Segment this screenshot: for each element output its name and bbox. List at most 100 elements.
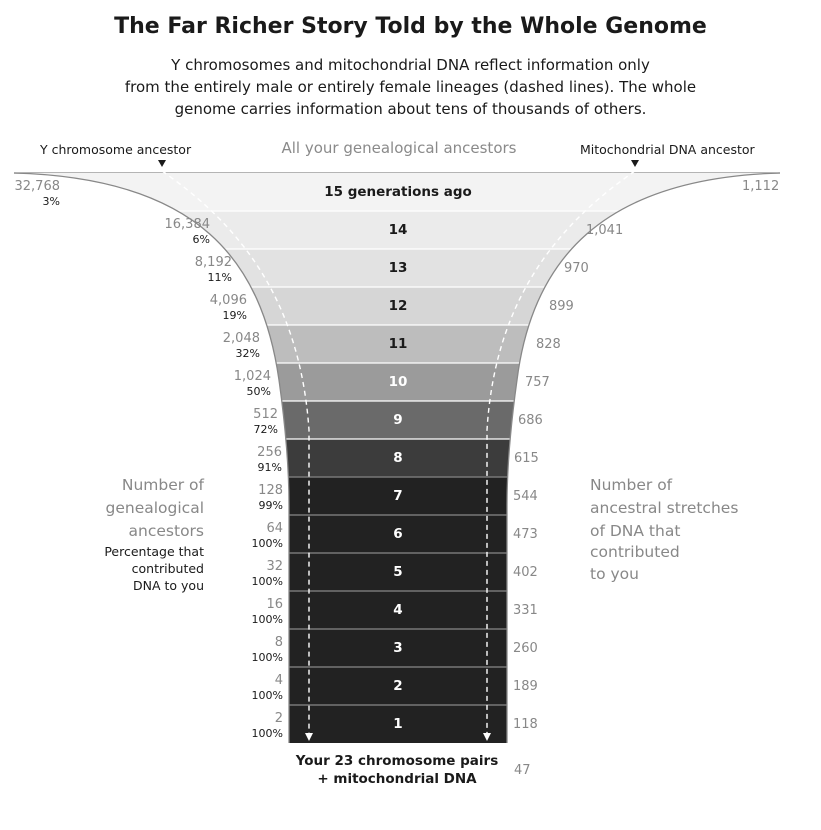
contribution-percent: 32% — [236, 347, 260, 360]
dna-stretch-count: 1,112 — [742, 179, 779, 194]
contribution-percent: 91% — [258, 461, 282, 474]
generation-label: 9 — [393, 412, 402, 428]
generation-label: 8 — [393, 450, 402, 466]
your-genome-label-1: Your 23 chromosome pairs — [295, 753, 498, 769]
dna-stretch-count: 615 — [514, 451, 539, 466]
ancestor-count: 4,096 — [210, 293, 247, 308]
ancestor-count: 1,024 — [234, 369, 271, 384]
ancestor-count: 2,048 — [223, 331, 260, 346]
y-ancestor-marker-icon — [158, 160, 166, 167]
mt-ancestor-marker-icon — [631, 160, 639, 167]
y-chromosome-ancestor-label: Y chromosome ancestor — [39, 142, 192, 157]
mt-lineage-dash — [486, 170, 636, 734]
ancestor-count: 32,768 — [15, 179, 61, 194]
contribution-percent: 100% — [252, 651, 283, 664]
ancestor-count: 128 — [258, 483, 283, 498]
ancestor-count-legend-2: genealogical — [106, 499, 205, 517]
contribution-percent: 72% — [254, 423, 278, 436]
dna-stretch-count: 899 — [549, 299, 574, 314]
your-genome-label-2: + mitochondrial DNA — [317, 771, 477, 787]
page-title: The Far Richer Story Told by the Whole G… — [114, 14, 707, 39]
contribution-percent: 100% — [252, 537, 283, 550]
contribution-percent: 6% — [193, 233, 210, 246]
ancestor-count-legend-1: Number of — [122, 476, 205, 494]
dna-stretch-count: 473 — [513, 527, 538, 542]
contribution-percent: 100% — [252, 727, 283, 740]
funnel-right-outline — [506, 172, 781, 743]
generation-label: 1 — [393, 716, 402, 732]
dna-stretch-count: 331 — [513, 603, 538, 618]
generation-band — [14, 211, 780, 249]
contribution-percent: 11% — [208, 271, 232, 284]
funnel-left-outline — [13, 172, 290, 743]
contribution-percent: 100% — [252, 689, 283, 702]
stretches-legend-1: Number of — [590, 476, 673, 494]
generation-band — [14, 363, 780, 401]
generation-band — [14, 401, 780, 439]
subtitle-line-2: from the entirely male or entirely femal… — [124, 78, 697, 96]
stretches-legend-3: of DNA that — [590, 522, 680, 540]
dna-stretch-count: 544 — [513, 489, 538, 504]
generation-label: 11 — [389, 336, 408, 352]
contribution-percent: 100% — [252, 575, 283, 588]
generation-band — [14, 705, 780, 743]
your-genome-stretches: 47 — [514, 763, 531, 778]
generation-label: 12 — [389, 298, 408, 314]
pct-legend-2: contributed — [132, 561, 204, 576]
generation-band — [14, 629, 780, 667]
dna-stretch-count: 260 — [513, 641, 538, 656]
stretches-legend-5: to you — [590, 565, 639, 583]
ancestor-count: 8,192 — [195, 255, 232, 270]
generation-label: 13 — [389, 260, 408, 276]
dna-stretch-count: 757 — [525, 375, 550, 390]
ancestor-count: 8 — [275, 635, 283, 650]
mt-lineage-arrowhead-icon — [483, 733, 491, 741]
generation-label: 2 — [393, 678, 402, 694]
contribution-percent: 50% — [247, 385, 271, 398]
generation-label: 10 — [389, 374, 408, 390]
pct-legend-3: DNA to you — [133, 578, 204, 593]
ancestor-count: 4 — [275, 673, 283, 688]
contribution-percent: 3% — [43, 195, 60, 208]
contribution-percent: 100% — [252, 613, 283, 626]
generation-label: 6 — [393, 526, 402, 542]
ancestor-count: 512 — [253, 407, 278, 422]
pct-legend-1: Percentage that — [104, 544, 204, 559]
contribution-percent: 19% — [223, 309, 247, 322]
generation-band — [14, 439, 780, 477]
generation-label: 5 — [393, 564, 402, 580]
ancestor-count-legend-3: ancestors — [129, 522, 204, 540]
generation-band — [14, 249, 780, 287]
y-lineage-dash — [161, 170, 310, 734]
generation-band — [14, 287, 780, 325]
contribution-percent: 99% — [259, 499, 283, 512]
generation-band — [14, 325, 780, 363]
generation-label: 4 — [393, 602, 402, 618]
dna-stretch-count: 1,041 — [586, 223, 623, 238]
dna-stretch-count: 686 — [518, 413, 543, 428]
generation-label: 3 — [393, 640, 402, 656]
ancestor-count: 256 — [257, 445, 282, 460]
subtitle-line-1: Y chromosomes and mitochondrial DNA refl… — [171, 56, 650, 74]
mitochondrial-ancestor-label: Mitochondrial DNA ancestor — [580, 142, 756, 157]
dna-stretch-count: 402 — [513, 565, 538, 580]
dna-stretch-count: 970 — [564, 261, 589, 276]
ancestor-count: 32 — [266, 559, 283, 574]
generation-band — [14, 667, 780, 705]
generation-label: 7 — [393, 488, 402, 504]
ancestor-count: 64 — [266, 521, 283, 536]
stretches-legend-2: ancestral stretches — [590, 499, 738, 517]
dna-stretch-count: 118 — [513, 717, 538, 732]
subtitle-line-3: genome carries information about tens of… — [174, 100, 647, 118]
stretches-legend-4: contributed — [590, 543, 680, 561]
dna-stretch-count: 828 — [536, 337, 561, 352]
all-ancestors-label: All your genealogical ancestors — [282, 139, 517, 157]
dna-stretch-count: 189 — [513, 679, 538, 694]
generation-band — [14, 591, 780, 629]
y-lineage-arrowhead-icon — [305, 733, 313, 741]
ancestor-count: 16,384 — [165, 217, 211, 232]
generation-label: 15 generations ago — [324, 184, 472, 200]
generation-label: 14 — [389, 222, 408, 238]
ancestor-count: 16 — [266, 597, 283, 612]
